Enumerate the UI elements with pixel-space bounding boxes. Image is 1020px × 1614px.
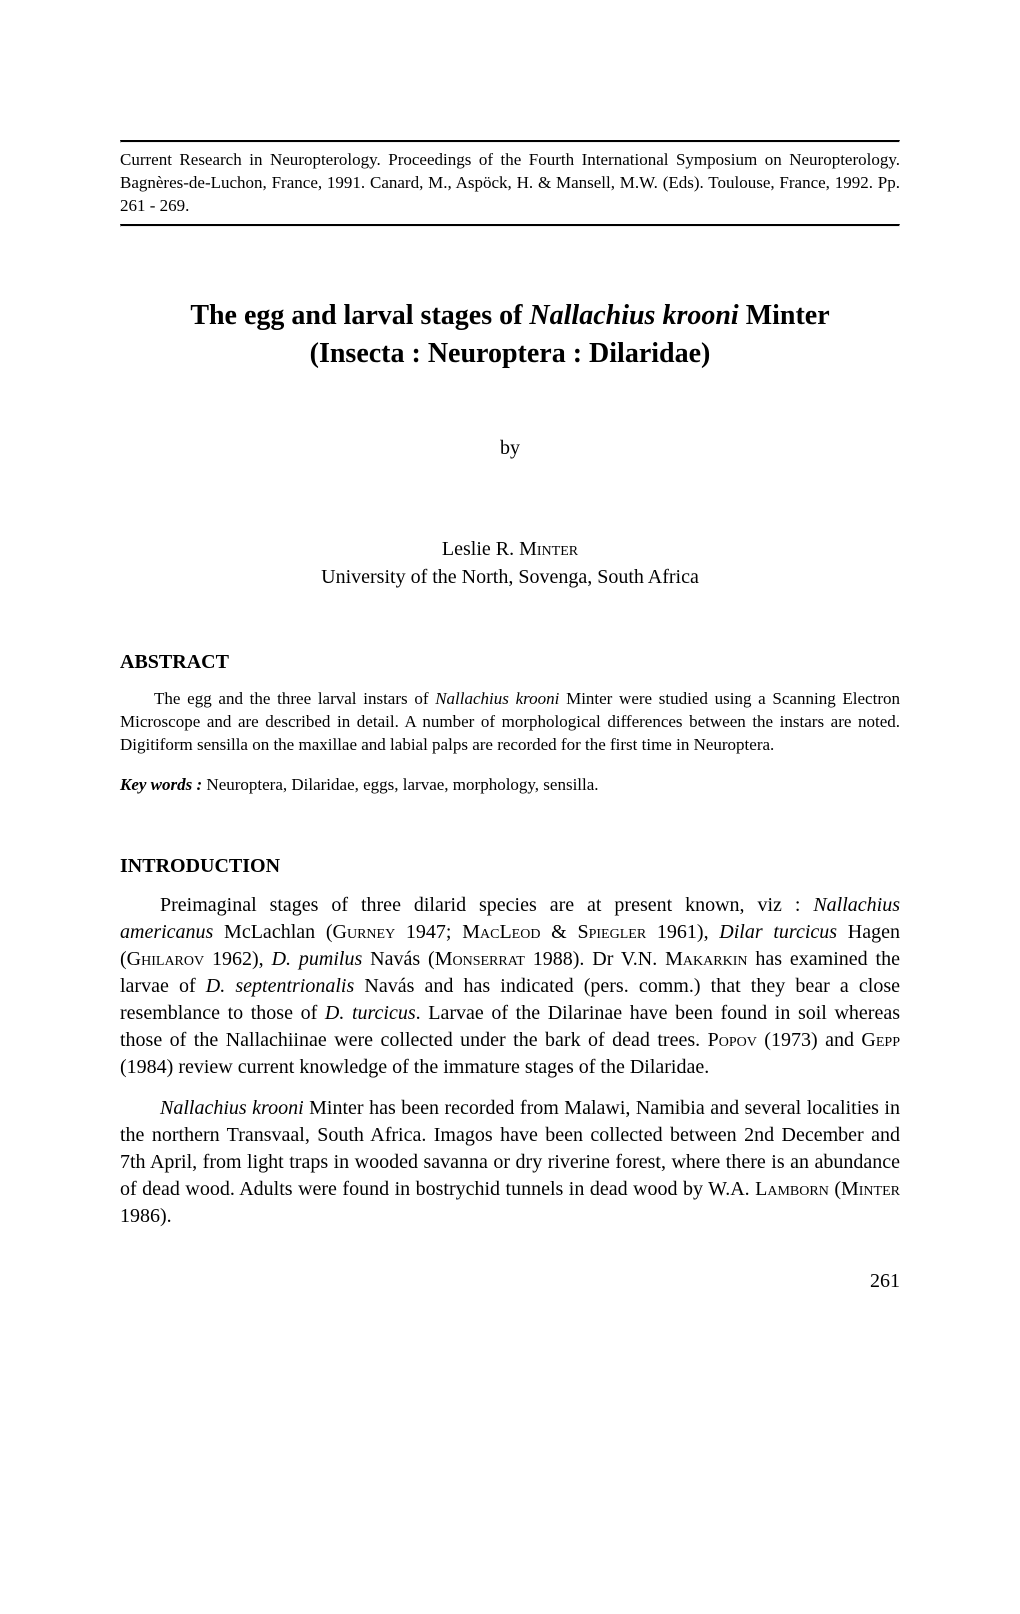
p1-sc6: Makarkin (665, 948, 747, 970)
p1-t3: 1947; (395, 921, 462, 943)
citation-header: Current Research in Neuropterology. Proc… (120, 143, 900, 224)
keywords-label: Key words : (120, 775, 202, 794)
p1-sc8: Gepp (861, 1029, 900, 1051)
title-line2: (Insecta : Neuroptera : Dilaridae) (310, 338, 711, 369)
p2-i1: Nallachius krooni (160, 1097, 304, 1119)
paper-title: The egg and larval stages of Nallachius … (120, 297, 900, 373)
p1-sc2: MacLeod (462, 921, 540, 943)
p1-t8: Navás ( (362, 948, 434, 970)
by-label: by (120, 437, 900, 460)
abstract-pre: The egg and the three larval instars of (154, 689, 435, 708)
title-block: The egg and larval stages of Nallachius … (120, 297, 900, 592)
page-number: 261 (120, 1270, 900, 1293)
p1-sc1: Gurney (333, 921, 396, 943)
p1-i3: D. pumilus (272, 948, 363, 970)
author-block: Leslie R. Minter University of the North… (120, 535, 900, 591)
p2-t3: 1986). (120, 1205, 172, 1227)
p1-t1: Preimaginal stages of three dilarid spec… (160, 894, 813, 916)
title-pre: The egg and larval stages of (190, 300, 529, 331)
p1-i5: D. turcicus (325, 1002, 416, 1024)
p1-t7: 1962), (204, 948, 271, 970)
abstract-body: The egg and the three larval instars of … (120, 688, 900, 757)
page-container: Current Research in Neuropterology. Proc… (0, 0, 1020, 1353)
p2-t2: ( (829, 1178, 841, 1200)
p1-t5: 1961), (646, 921, 719, 943)
author-affiliation: University of the North, Sovenga, South … (321, 566, 699, 588)
p2-sc2: Minter (841, 1178, 900, 1200)
keywords-text: Neuroptera, Dilaridae, eggs, larvae, mor… (202, 775, 598, 794)
p1-sc5: Monserrat (435, 948, 525, 970)
abstract-species: Nallachius krooni (435, 689, 559, 708)
p1-i2: Dilar turcicus (719, 921, 837, 943)
p1-t13: (1973) and (757, 1029, 862, 1051)
p2-sc1: Lamborn (755, 1178, 829, 1200)
p1-t4: & (540, 921, 577, 943)
p1-t2: McLachlan ( (213, 921, 332, 943)
author-last: Minter (519, 538, 578, 560)
p1-sc3: Spiegler (577, 921, 646, 943)
introduction-heading: INTRODUCTION (120, 855, 900, 878)
p1-t14: (1984) review current knowledge of the i… (120, 1056, 709, 1078)
title-species: Nallachius krooni (529, 300, 738, 331)
keywords-line: Key words : Neuroptera, Dilaridae, eggs,… (120, 775, 900, 795)
abstract-heading: ABSTRACT (120, 651, 900, 674)
intro-paragraph-1: Preimaginal stages of three dilarid spec… (120, 892, 900, 1081)
p1-sc7: Popov (708, 1029, 757, 1051)
author-first: Leslie R. (442, 538, 519, 560)
p1-i4: D. septentrionalis (206, 975, 354, 997)
p1-t9: 1988). Dr V.N. (525, 948, 665, 970)
title-post: Minter (739, 300, 830, 331)
p1-sc4: Ghilarov (127, 948, 204, 970)
bottom-rule (120, 224, 900, 227)
intro-paragraph-2: Nallachius krooni Minter has been record… (120, 1095, 900, 1230)
